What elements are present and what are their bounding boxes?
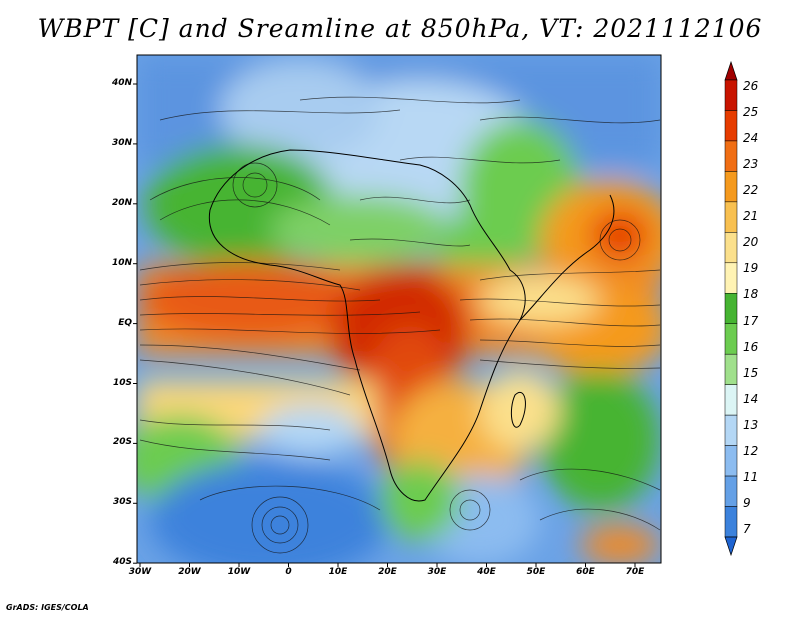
lat-tick-label: 40S xyxy=(112,557,132,568)
colorbar-label: 15 xyxy=(743,365,759,380)
map-frame xyxy=(136,54,662,564)
lon-tick-label: 20E xyxy=(378,567,397,577)
colorbar-swatch xyxy=(724,110,738,142)
colorbar-swatch xyxy=(724,475,738,507)
colorbar-swatch xyxy=(724,384,738,416)
lat-tick-label: 20S xyxy=(112,437,132,448)
colorbar-label: 12 xyxy=(743,443,759,458)
colorbar-swatch xyxy=(724,140,738,172)
colorbar-swatch xyxy=(724,445,738,477)
lon-tick-label: 20W xyxy=(178,567,201,577)
lat-tick-label: 10S xyxy=(112,377,132,388)
credit-text: GrADS: IGES/COLA xyxy=(6,603,89,612)
lon-tick-label: 40E xyxy=(477,567,496,577)
temperature-field xyxy=(137,55,661,563)
colorbar-label: 9 xyxy=(743,495,751,510)
colorbar xyxy=(724,60,738,557)
lat-tick-label: EQ xyxy=(118,317,132,328)
colorbar-swatch xyxy=(724,506,738,538)
lat-tick-label: 30N xyxy=(111,137,132,148)
lat-tick-label: 10N xyxy=(111,257,132,268)
lon-tick-label: 60E xyxy=(576,567,595,577)
colorbar-swatch xyxy=(724,293,738,324)
colorbar-swatch xyxy=(724,323,738,355)
lat-tick-label: 20N xyxy=(111,197,132,208)
colorbar-label: 11 xyxy=(743,469,759,484)
colorbar-label: 18 xyxy=(743,287,759,302)
colorbar-label: 22 xyxy=(743,183,759,198)
lon-tick-label: 10E xyxy=(328,567,348,577)
lat-tick-label: 40N xyxy=(111,78,132,88)
coastlines xyxy=(208,149,615,502)
colorbar-label: 16 xyxy=(743,339,759,354)
lon-tick-label: 70E xyxy=(625,567,645,577)
colorbar-min-arrow xyxy=(724,536,738,557)
colorbar-swatch xyxy=(724,232,738,264)
lon-tick-label: 30E xyxy=(427,567,447,577)
colorbar-label: 25 xyxy=(743,105,759,120)
colorbar-label: 19 xyxy=(743,261,759,276)
colorbar-label: 14 xyxy=(743,391,759,406)
colorbar-swatch xyxy=(724,201,738,233)
colorbar-label: 13 xyxy=(743,417,759,432)
colorbar-max-arrow xyxy=(724,60,738,81)
colorbar-label: 7 xyxy=(743,522,751,536)
lat-tick-label: 30S xyxy=(112,497,132,508)
colorbar-swatch xyxy=(724,79,738,111)
colorbar-label: 26 xyxy=(743,79,759,93)
streamlines xyxy=(139,96,661,554)
colorbar-label: 21 xyxy=(743,209,759,224)
lon-tick-label: 30W xyxy=(128,567,152,577)
axis-ticks xyxy=(133,83,636,567)
colorbar-swatch xyxy=(724,262,738,294)
chart-title: WBPT [C] and Sreamline at 850hPa, VT: 20… xyxy=(37,14,763,43)
colorbar-swatch xyxy=(724,414,738,446)
colorbar-label: 17 xyxy=(743,313,759,328)
colorbar-swatch xyxy=(724,353,738,385)
lon-tick-label: 0 xyxy=(285,567,292,577)
colorbar-label: 24 xyxy=(743,131,759,146)
colorbar-label: 20 xyxy=(743,235,759,250)
colorbar-swatch xyxy=(724,171,738,203)
lon-tick-label: 10W xyxy=(227,567,251,577)
lon-tick-label: 50E xyxy=(526,567,546,577)
colorbar-label: 23 xyxy=(743,157,759,172)
